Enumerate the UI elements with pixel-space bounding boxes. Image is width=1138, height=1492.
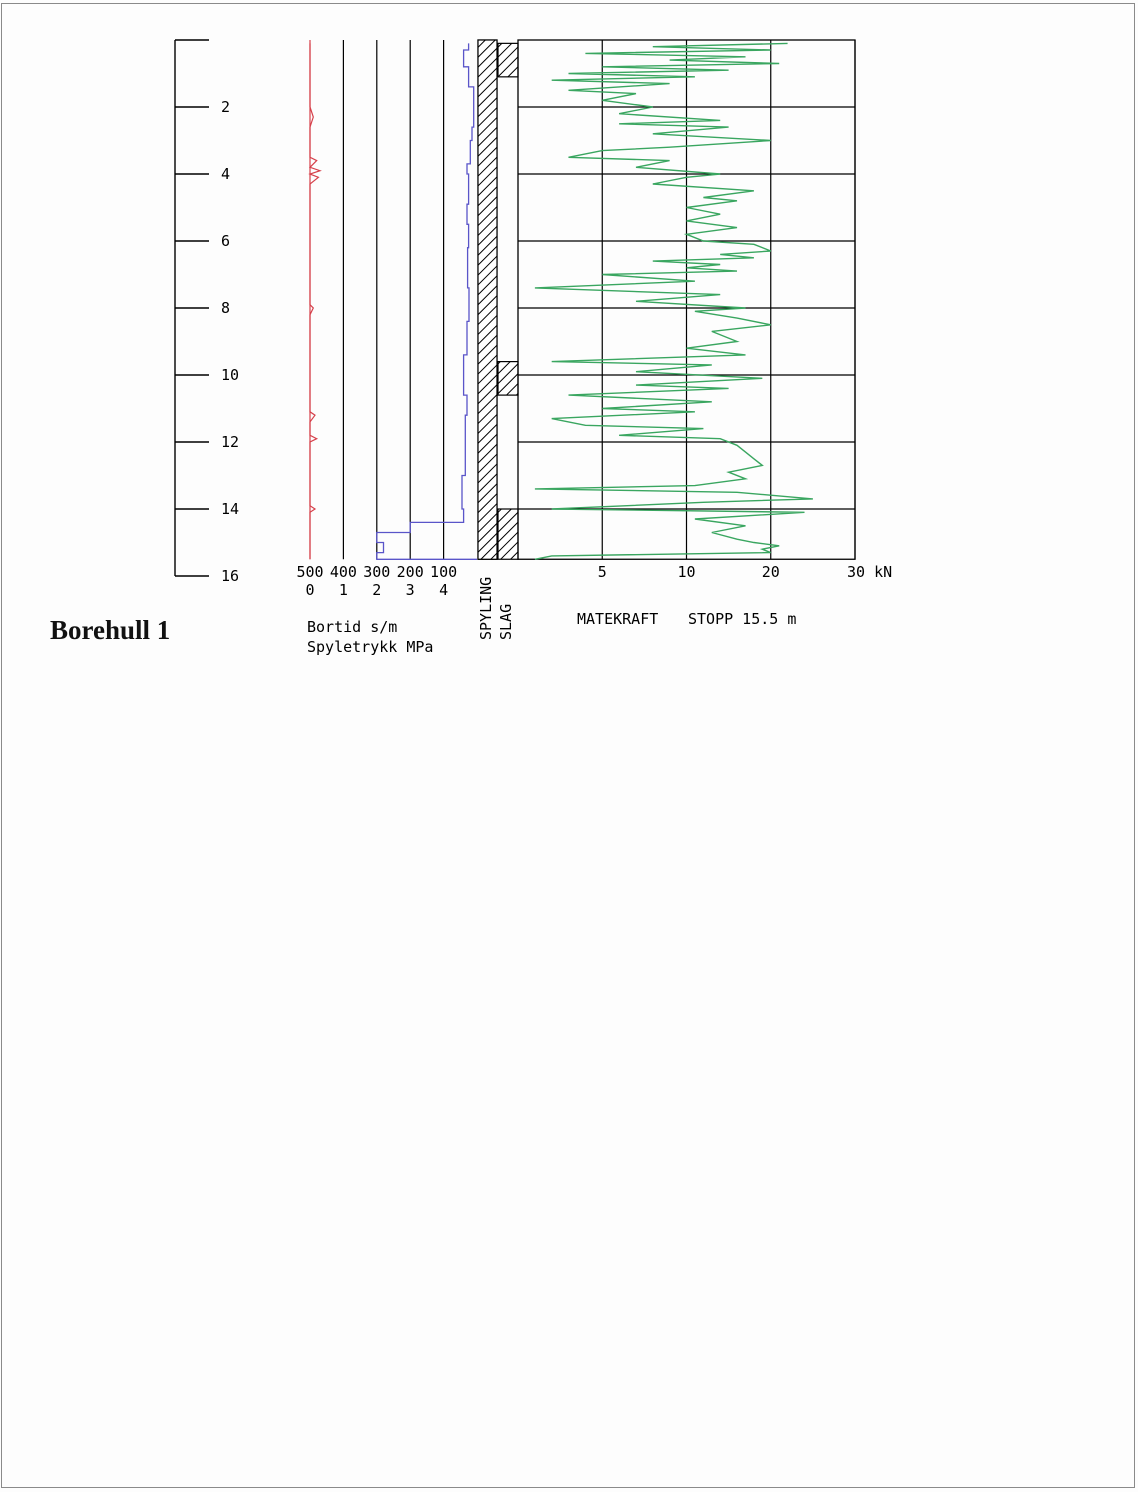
borehole-title: Borehull 1 [50,615,171,645]
spyletrykk-tick-label-0: 0 [305,581,314,599]
slag-interval-2 [497,508,519,560]
matekraft-tick-label-2: 20 [762,563,780,581]
bortid-label: Bortid s/m [307,618,397,636]
matekraft-series [534,42,813,560]
bortid-tick-label-3: 200 [397,563,424,581]
chart-labels: Bortid s/m Spyletrykk MPa SPYLING SLAG M… [307,577,796,656]
bortid-tick-label-4: 100 [430,563,457,581]
depth-tick-label-14: 14 [221,500,239,518]
depth-tick-label-16: 16 [221,567,239,585]
spyling-interval-0 [477,39,498,560]
spyletrykk-tick-label-2: 2 [372,581,381,599]
bortid-tick-label-2: 300 [363,563,390,581]
spyling-label: SPYLING [477,577,495,640]
spyletrykk-tick-label-4: 4 [439,581,448,599]
spyletrykk-label: Spyletrykk MPa [307,638,433,656]
matekraft-tick-label-1: 10 [677,563,695,581]
stopp-label: STOPP 15.5 m [688,610,796,628]
depth-tick-label-6: 6 [221,232,230,250]
depth-tick-label-4: 4 [221,165,230,183]
bortid-tick-label-0: 500 [296,563,323,581]
slag-interval-0 [497,42,519,78]
bortid-series [376,43,477,560]
spyletrykk-tick-label-1: 1 [339,581,348,599]
depth-tick-label-2: 2 [221,98,230,116]
matekraft-label: MATEKRAFT [577,610,658,628]
bortid-grid: 500 400 300 200 100 0 1 2 3 4 [296,40,457,599]
page-border [1,3,1135,1488]
spyletrykk-series [308,43,322,560]
matekraft-tick-label-3: 30 kN [847,563,892,581]
spyletrykk-tick-label-3: 3 [406,581,415,599]
matekraft-tick-label-0: 5 [598,563,607,581]
bortid-tick-label-1: 400 [330,563,357,581]
spyling-slag-strips [477,39,519,560]
matekraft-grid: 5 10 20 30 kN [517,39,892,581]
depth-tick-label-12: 12 [221,433,239,451]
slag-interval-1 [497,361,519,396]
slag-label: SLAG [497,604,515,640]
depth-axis: 2 4 6 8 10 12 14 16 [174,39,239,585]
depth-tick-label-10: 10 [221,366,239,384]
depth-tick-label-8: 8 [221,299,230,317]
